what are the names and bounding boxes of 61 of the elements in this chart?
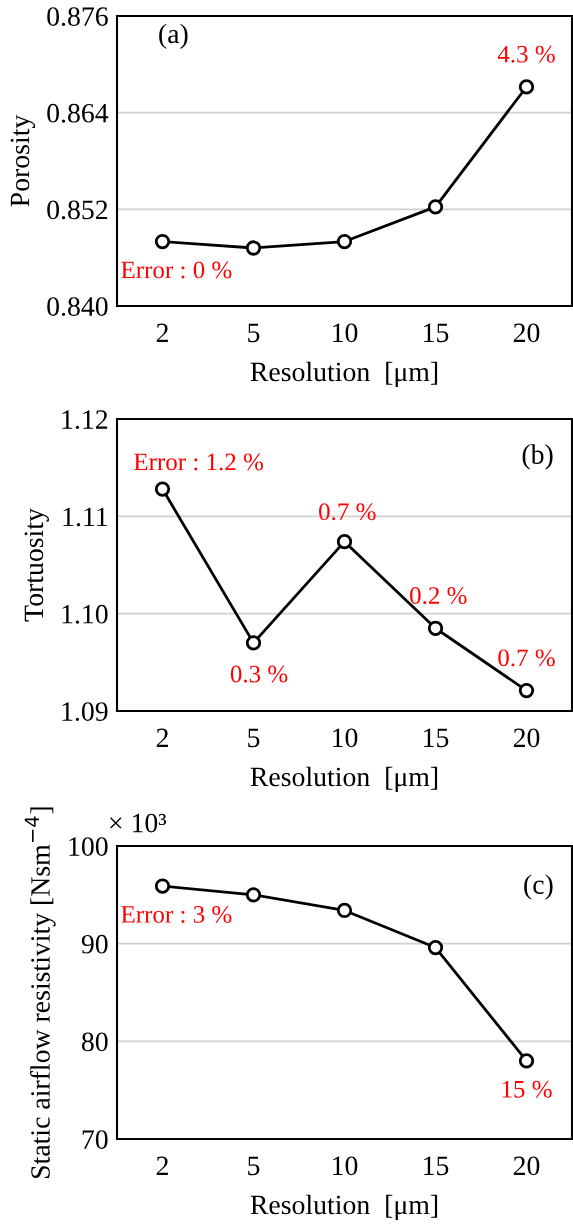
- y-tick-label: 1.11: [63, 507, 107, 527]
- x-tick-label: 15: [424, 323, 449, 343]
- x-tick-label: 2: [156, 1156, 168, 1175]
- x-tick-label: 20: [513, 728, 540, 748]
- annotation: Error : 1.2 %: [134, 453, 264, 471]
- point: [154, 233, 171, 250]
- point: [336, 534, 353, 550]
- text: × 10³: [110, 813, 167, 833]
- y-tick-label: 0.840: [47, 297, 108, 317]
- point: [154, 481, 171, 497]
- y-axis-title: Tortuosity: [24, 508, 49, 622]
- x-tick-label: 20: [513, 1156, 540, 1176]
- x-tick-label: 5: [248, 1156, 260, 1176]
- x-tick-label: 20: [513, 323, 540, 343]
- annotation: 4.3 %: [497, 45, 555, 63]
- point: [518, 79, 535, 95]
- x-tick-label: 10: [333, 728, 358, 748]
- annotation: (c): [524, 874, 553, 900]
- point: [427, 939, 444, 956]
- annotation: 0.7 %: [498, 649, 555, 667]
- x-tick-label: 10: [333, 1156, 358, 1176]
- y-axis-title: Porosity: [10, 114, 36, 207]
- annotation: (b): [522, 444, 553, 470]
- x-axis-title: Resolution [μm]: [250, 766, 438, 792]
- y-tick-label: 1.09: [62, 702, 108, 722]
- x-tick-label: 15: [424, 1156, 449, 1176]
- y-tick-label: 1.12: [62, 410, 108, 430]
- point: [154, 878, 171, 894]
- y-tick-label: 0.864: [47, 103, 109, 123]
- point: [518, 1053, 535, 1069]
- point: [245, 240, 262, 256]
- y-tick-label: 70: [82, 1130, 108, 1149]
- point: [245, 635, 262, 651]
- x-tick-label: 5: [248, 323, 260, 343]
- x-tick-label: 5: [248, 728, 260, 748]
- annotation: 0.2 %: [410, 587, 467, 605]
- point: [427, 199, 444, 215]
- point: [336, 902, 353, 919]
- x-tick-label: 15: [424, 728, 449, 748]
- x-axis-title: Resolution [μm]: [250, 1194, 438, 1220]
- y-axis-title: Static airflow resistivity [Nsm$^{−4}$]: [24, 807, 56, 1178]
- y-tick-label: 80: [81, 1032, 108, 1052]
- annotation: 0.3 %: [230, 665, 288, 683]
- annotation: 15 %: [502, 1080, 552, 1098]
- annotation: Error : 0 %: [121, 261, 232, 279]
- point: [336, 233, 353, 250]
- x-tick-label: 2: [156, 323, 168, 342]
- annotation: (a): [159, 23, 188, 49]
- point: [245, 887, 262, 903]
- point: [427, 620, 444, 636]
- y-tick-label: 100: [69, 837, 108, 856]
- x-tick-label: 10: [333, 323, 358, 343]
- annotation: Error : 3 %: [121, 905, 232, 923]
- x-axis-title: Resolution [μm]: [250, 361, 438, 387]
- y-tick-label: 1.10: [62, 604, 108, 624]
- y-tick-label: 0.852: [47, 200, 108, 220]
- point: [518, 682, 535, 699]
- x-tick-label: 2: [156, 728, 168, 747]
- y-tick-label: 90: [81, 934, 108, 954]
- y-tick-label: 0.876: [47, 7, 108, 27]
- annotation: 0.7 %: [319, 503, 376, 521]
